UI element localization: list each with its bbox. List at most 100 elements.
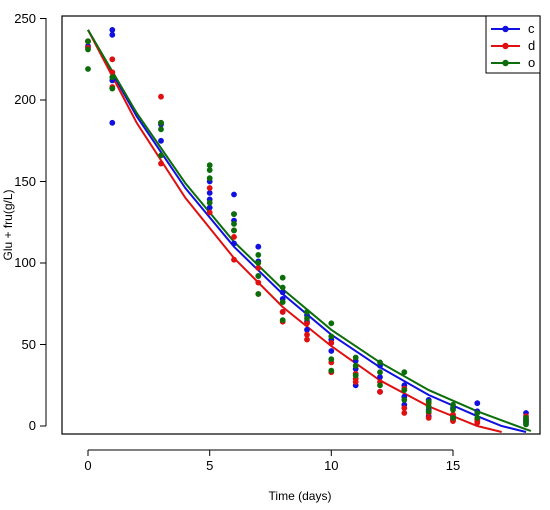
y-tick-label: 50 xyxy=(22,337,36,352)
fit-lines xyxy=(87,29,532,433)
fit-line-c xyxy=(87,29,527,433)
data-point-d xyxy=(304,331,310,338)
data-point-d xyxy=(158,160,164,167)
data-point-o xyxy=(206,162,213,169)
x-tick-label: 5 xyxy=(206,458,213,473)
legend-label-o: o xyxy=(528,55,535,70)
y-axis-title: Glu + fru(g/L) xyxy=(1,189,15,260)
data-point-o xyxy=(158,126,164,133)
data-point-c xyxy=(279,289,286,296)
x-tick-label: 15 xyxy=(446,458,460,473)
data-point-o xyxy=(352,354,359,361)
data-point-d xyxy=(255,265,262,271)
x-tick-label: 10 xyxy=(324,458,338,473)
data-point-o xyxy=(425,398,432,405)
legend-entry-c: c xyxy=(491,21,535,36)
data-point-o xyxy=(401,397,408,403)
data-point-o xyxy=(231,227,237,234)
data-point-c xyxy=(109,27,116,33)
data-point-o xyxy=(450,406,456,413)
data-point-o xyxy=(231,211,237,218)
legend: c d o xyxy=(485,15,541,74)
data-point-c xyxy=(206,204,213,211)
data-point-o xyxy=(401,369,408,376)
data-point-o xyxy=(377,382,383,389)
data-point-o xyxy=(328,356,335,363)
data-point-c xyxy=(255,243,262,250)
legend-label-c: c xyxy=(528,21,535,36)
y-tick-label: 0 xyxy=(29,418,36,433)
data-point-c xyxy=(328,348,335,354)
data-point-o xyxy=(109,74,116,81)
data-point-c xyxy=(304,326,310,333)
data-point-d xyxy=(279,309,286,315)
data-point-o xyxy=(450,415,456,421)
data-point-o xyxy=(377,369,383,376)
data-point-o xyxy=(279,299,286,305)
data-point-d xyxy=(158,93,164,100)
data-point-o xyxy=(206,175,213,182)
data-point-c xyxy=(231,240,237,247)
data-point-o xyxy=(109,85,116,92)
data-point-o xyxy=(279,284,286,291)
data-point-d xyxy=(377,388,383,395)
data-point-d xyxy=(401,405,408,411)
data-point-c xyxy=(206,190,213,196)
legend-entry-d: d xyxy=(491,38,535,53)
y-tick-label: 100 xyxy=(14,255,36,270)
data-point-o xyxy=(255,260,262,266)
fit-line-o xyxy=(87,29,532,432)
x-axis: 0 5 10 15 Time (days) xyxy=(84,449,460,503)
data-point-d xyxy=(206,185,213,191)
legend-entry-o: o xyxy=(491,55,535,70)
data-point-c xyxy=(109,31,116,38)
data-point-o xyxy=(231,221,237,227)
data-point-o xyxy=(425,403,432,410)
data-point-o xyxy=(304,315,310,322)
data-point-o xyxy=(206,199,213,206)
data-point-o xyxy=(352,362,359,369)
data-point-o xyxy=(255,252,262,258)
data-point-o xyxy=(158,119,164,126)
y-axis: 0 50 100 150 200 250 Glu + fru(g/L) xyxy=(1,11,47,433)
data-point-d xyxy=(255,279,262,286)
data-point-d xyxy=(231,256,237,263)
data-point-o xyxy=(328,367,335,374)
data-point-o xyxy=(328,320,335,327)
legend-marker-o xyxy=(502,59,509,67)
y-tick-label: 150 xyxy=(14,174,36,189)
data-point-o xyxy=(474,410,481,416)
data-point-o xyxy=(279,274,286,281)
data-point-d xyxy=(474,419,481,426)
data-point-c xyxy=(377,374,383,380)
data-point-d xyxy=(231,234,237,240)
data-point-o xyxy=(328,333,335,340)
data-point-o xyxy=(85,46,91,53)
data-point-d xyxy=(109,69,116,76)
data-point-d xyxy=(425,415,432,421)
data-points xyxy=(85,27,529,428)
data-point-o xyxy=(255,291,262,297)
legend-marker-d xyxy=(502,42,509,50)
data-point-o xyxy=(206,167,213,174)
data-point-o xyxy=(401,387,408,393)
data-point-o xyxy=(304,309,310,315)
data-point-c xyxy=(158,137,164,144)
data-point-o xyxy=(255,273,262,279)
data-point-o xyxy=(450,401,456,408)
data-point-d xyxy=(328,340,335,346)
y-tick-label: 250 xyxy=(14,11,36,26)
data-point-c xyxy=(474,400,481,407)
data-point-o xyxy=(377,359,383,366)
data-point-d xyxy=(352,379,359,385)
x-tick-label: 0 xyxy=(84,458,91,473)
fit-line-d xyxy=(87,29,502,433)
data-point-d xyxy=(401,410,408,416)
data-point-d xyxy=(109,56,116,63)
plot-frame xyxy=(61,15,541,435)
data-point-o xyxy=(523,421,529,428)
data-point-d xyxy=(304,336,310,343)
y-tick-label: 200 xyxy=(14,92,36,107)
data-point-o xyxy=(474,415,481,421)
